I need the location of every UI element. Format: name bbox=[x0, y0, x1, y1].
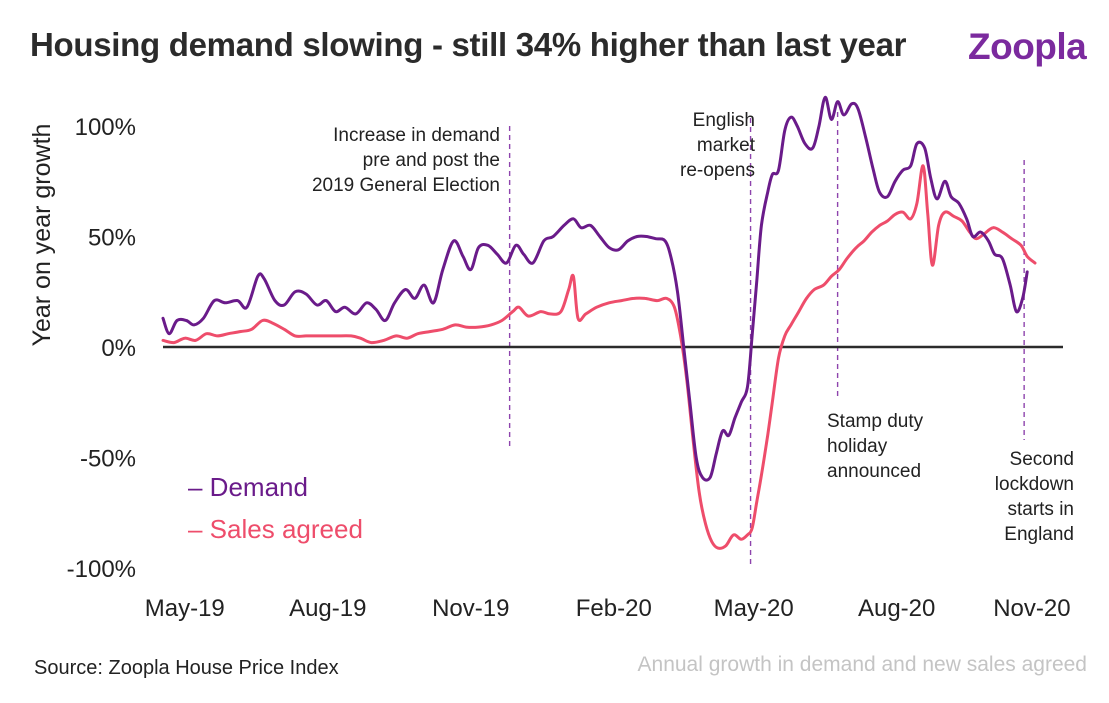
legend: – Demand – Sales agreed bbox=[188, 472, 363, 556]
legend-label-demand: – Demand bbox=[188, 472, 308, 502]
annotation-second-lockdown: Second lockdown starts in England bbox=[994, 449, 1074, 545]
zoopla-logo: Zoopla bbox=[968, 26, 1087, 67]
y-axis-title: Year on year growth bbox=[28, 124, 56, 347]
axes: 100% 50% 0% -50% -100% May-19 Aug-19 Nov-19 Feb-… bbox=[28, 114, 1071, 622]
x-tick-label: May-20 bbox=[714, 595, 794, 622]
source-note: Source: Zoopla House Price Index bbox=[34, 657, 339, 679]
chart-subtitle: Annual growth in demand and new sales ag… bbox=[637, 653, 1087, 676]
y-tick-label: -100% bbox=[67, 556, 136, 583]
x-tick-label: Feb-20 bbox=[576, 595, 652, 622]
y-tick-label: 50% bbox=[88, 225, 136, 252]
annotation-market-reopens: English market re-opens bbox=[680, 110, 755, 181]
annotation-stamp-duty: Stamp duty holiday announced bbox=[827, 411, 924, 482]
y-tick-label: 0% bbox=[101, 335, 136, 362]
x-tick-label: May-19 bbox=[145, 595, 225, 622]
y-tick-label: 100% bbox=[75, 114, 136, 141]
legend-item-sales: – Sales agreed bbox=[188, 514, 363, 556]
x-tick-label: Aug-20 bbox=[858, 595, 935, 622]
y-tick-label: -50% bbox=[80, 446, 136, 473]
legend-label-sales: – Sales agreed bbox=[188, 514, 363, 544]
series-line-demand bbox=[161, 95, 1029, 482]
chart-title: Housing demand slowing - still 34% highe… bbox=[30, 26, 907, 63]
annotation-election: Increase in demand pre and post the 2019… bbox=[311, 125, 500, 196]
series-lines bbox=[161, 95, 1037, 550]
x-tick-label: Aug-19 bbox=[289, 595, 366, 622]
x-tick-label: Nov-19 bbox=[432, 595, 509, 622]
event-lines bbox=[508, 112, 1025, 566]
legend-item-demand: – Demand bbox=[188, 472, 363, 514]
x-tick-label: Nov-20 bbox=[993, 595, 1070, 622]
